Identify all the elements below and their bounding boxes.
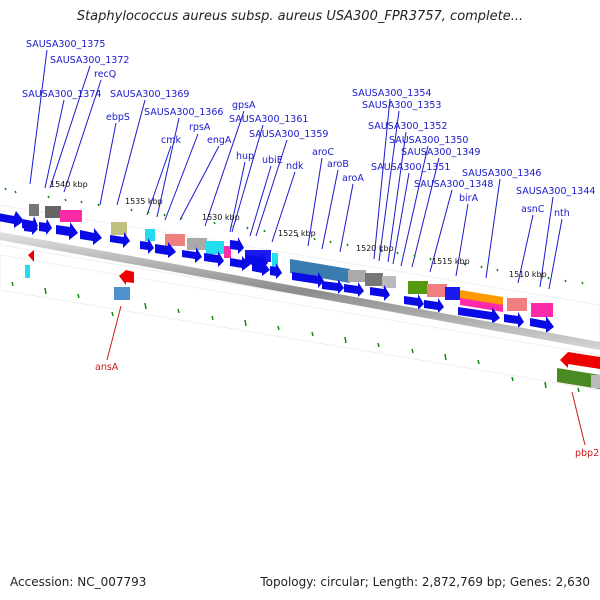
reverse-gene-arrows: [28, 250, 600, 369]
position-ticks-lower: [11, 281, 580, 393]
gene-label[interactable]: SAUSA300_1349: [401, 147, 480, 158]
gene-label[interactable]: SAUSA300_1374: [22, 89, 101, 100]
gene-label-red[interactable]: ansA: [95, 362, 119, 373]
tick-label-1510: 1510 kbp: [509, 270, 547, 279]
gene-label[interactable]: cmk: [161, 135, 181, 146]
leader-lines: [29, 49, 563, 290]
genome-backbone: [0, 232, 600, 350]
gene-label[interactable]: aroC: [312, 147, 334, 158]
kbp-ticks: 1540 kbp 1535 kbp 1530 kbp 1525 kbp 1520…: [50, 180, 547, 279]
gene-label[interactable]: SAUSA300_1354: [352, 88, 431, 99]
gene-label[interactable]: ubiE: [262, 155, 283, 166]
gene-label[interactable]: engA: [207, 135, 232, 146]
gene-label[interactable]: birA: [459, 193, 479, 204]
annotation-blocks: [25, 204, 600, 389]
gene-label[interactable]: SAUSA300_1351: [371, 162, 450, 173]
gene-label[interactable]: aroA: [342, 173, 364, 184]
gene-label[interactable]: SAUSA300_1352: [368, 121, 447, 132]
leader-lines-red: [106, 305, 586, 446]
gene-label[interactable]: nth: [554, 208, 570, 219]
tick-label-1525: 1525 kbp: [278, 229, 316, 238]
gene-label[interactable]: SAUSA300_1344: [516, 186, 595, 197]
tick-label-1540: 1540 kbp: [50, 180, 88, 189]
tick-label-1515: 1515 kbp: [432, 257, 470, 266]
tick-label-1530: 1530 kbp: [202, 213, 240, 222]
gene-label[interactable]: SAUSA300_1350: [389, 135, 468, 146]
gene-label[interactable]: SAUSA300_1353: [362, 100, 441, 111]
gene-label[interactable]: aroB: [327, 159, 349, 170]
gene-label[interactable]: hup: [236, 151, 254, 162]
map-title: Staphylococcus aureus subsp. aureus USA3…: [76, 9, 524, 24]
feature-band-lower: [0, 254, 600, 391]
accession-label: Accession: NC_007793: [10, 575, 147, 589]
tick-label-1520: 1520 kbp: [356, 244, 394, 253]
gene-label[interactable]: SAUSA300_1372: [50, 55, 129, 66]
genome-summary: Topology: circular; Length: 2,872,769 bp…: [260, 575, 590, 589]
gene-labels: SAUSA300_1375 SAUSA300_1372 recQ SAUSA30…: [22, 39, 599, 459]
gene-label[interactable]: recQ: [94, 69, 116, 80]
gene-label[interactable]: ndk: [286, 161, 304, 172]
gene-label[interactable]: SAUSA300_1346: [462, 168, 541, 179]
gene-label[interactable]: SAUSA300_1348: [414, 179, 493, 190]
gene-label[interactable]: ebpS: [106, 112, 130, 123]
position-ticks: [4, 187, 584, 285]
gene-label-red[interactable]: pbp2: [575, 448, 599, 459]
forward-gene-arrows: [0, 211, 554, 333]
gene-label[interactable]: SAUSA300_1369: [110, 89, 189, 100]
gene-label[interactable]: asnC: [521, 204, 545, 215]
gene-label[interactable]: gpsA: [232, 100, 256, 111]
gene-label[interactable]: rpsA: [189, 122, 211, 133]
gene-label[interactable]: SAUSA300_1375: [26, 39, 105, 50]
gene-label[interactable]: SAUSA300_1361: [229, 114, 308, 125]
gene-label[interactable]: SAUSA300_1366: [144, 107, 223, 118]
tick-label-1535: 1535 kbp: [125, 197, 163, 206]
gene-label[interactable]: SAUSA300_1359: [249, 129, 328, 140]
